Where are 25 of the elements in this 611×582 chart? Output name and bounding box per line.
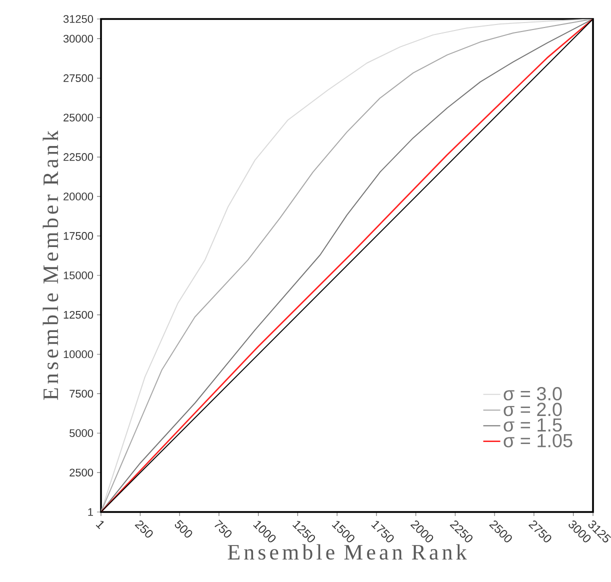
y-tick-label: 22500: [64, 153, 94, 161]
legend-label: σ = 2.0: [504, 402, 562, 416]
y-tick-label: 1: [88, 508, 93, 516]
y-tick-label: 7500: [70, 390, 94, 398]
x-axis-title: Ensemble Mean Rank: [228, 544, 467, 560]
y-tick-label: 17500: [64, 232, 94, 240]
y-tick-label: 31250: [63, 15, 94, 23]
y-axis-title: Ensemble Member Rank: [42, 130, 58, 400]
legend-label: σ = 3.0: [504, 387, 562, 400]
legend-label: σ = 1.5: [504, 418, 562, 432]
y-tick-label: 10000: [64, 350, 94, 358]
x-tick-label: 250: [134, 520, 153, 538]
y-tick-label: 2500: [70, 468, 94, 476]
x-tick-label: 1: [96, 520, 104, 530]
x-tick-label: 750: [214, 520, 232, 538]
y-tick-label: 5000: [70, 429, 94, 438]
legend-label: σ = 1.05: [504, 434, 572, 448]
y-tick-label: 27500: [64, 74, 94, 82]
y-tick-label: 30000: [63, 34, 94, 43]
line-series: [101, 18, 594, 512]
y-tick-label: 15000: [64, 271, 94, 280]
x-tick-label: 500: [174, 520, 192, 538]
y-tick-label: 20000: [64, 192, 94, 200]
y-tick-label: 25000: [64, 114, 94, 122]
y-tick-label: 12500: [64, 310, 94, 319]
